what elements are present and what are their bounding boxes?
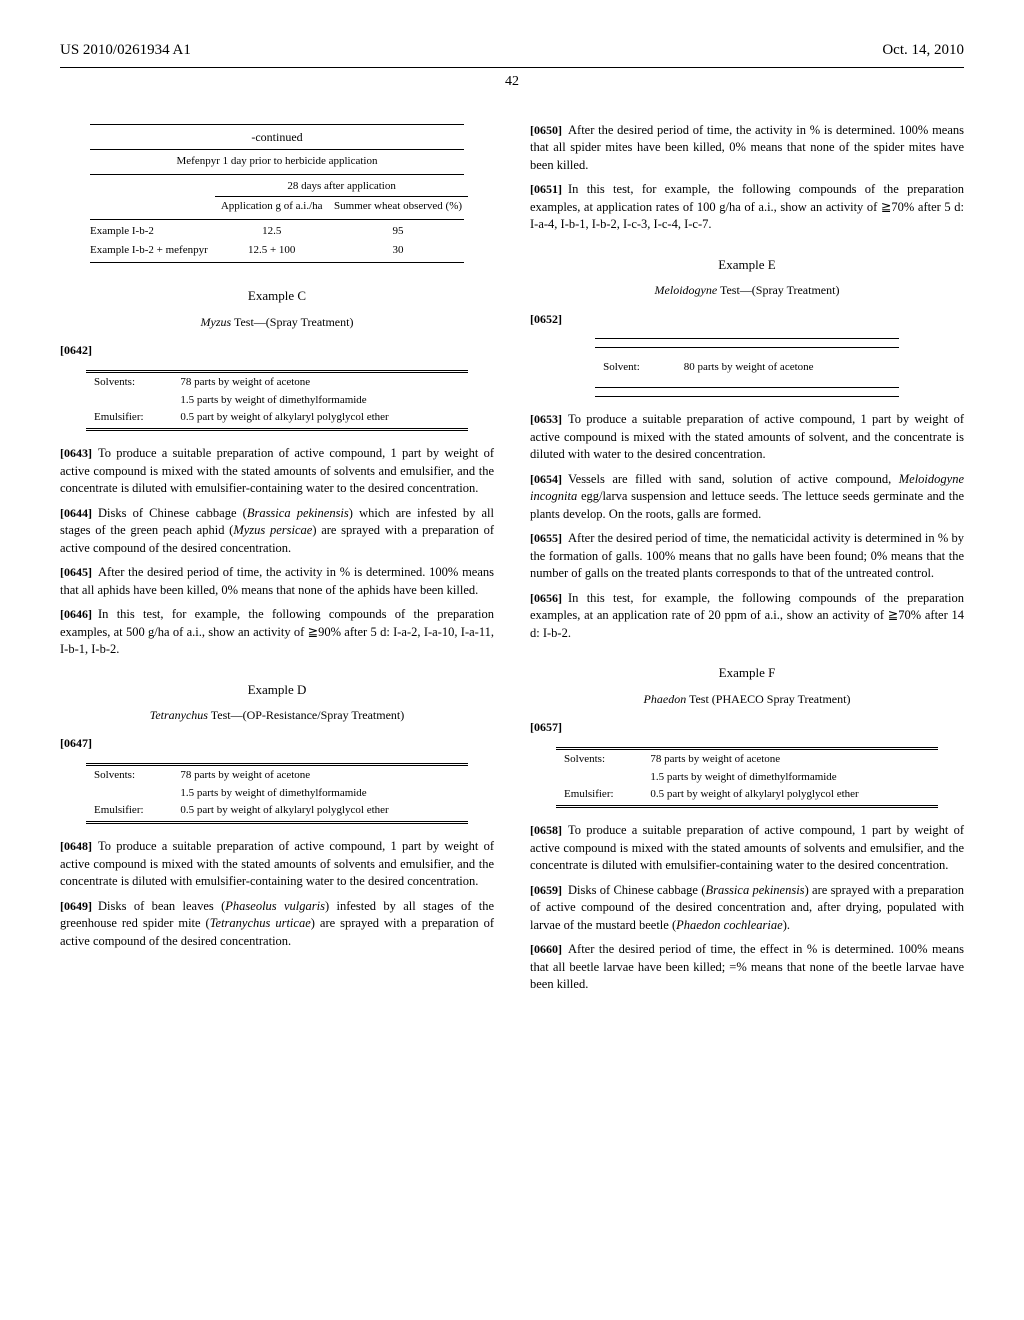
page-header: US 2010/0261934 A1 Oct. 14, 2010 bbox=[60, 40, 964, 61]
para-0650: [0650]After the desired period of time, … bbox=[530, 122, 964, 175]
para-0651: [0651]In this test, for example, the fol… bbox=[530, 181, 964, 234]
continued-table: -continued Mefenpyr 1 day prior to herbi… bbox=[86, 122, 468, 266]
ex-e-solvent-table: Solvent:80 parts by weight of acetone bbox=[595, 338, 899, 397]
para-0649: [0649]Disks of bean leaves (Phaseolus vu… bbox=[60, 898, 494, 951]
page-number: 42 bbox=[60, 72, 964, 92]
para-0645: [0645]After the desired period of time, … bbox=[60, 564, 494, 599]
para-0646: [0646]In this test, for example, the fol… bbox=[60, 606, 494, 659]
col-header-2: Summer wheat observed (%) bbox=[328, 197, 468, 217]
two-column-layout: -continued Mefenpyr 1 day prior to herbi… bbox=[60, 122, 964, 1001]
header-rule bbox=[60, 67, 964, 68]
col-group: 28 days after application bbox=[215, 177, 468, 197]
example-d-title: Example D bbox=[60, 681, 494, 699]
para-0656: [0656]In this test, for example, the fol… bbox=[530, 590, 964, 643]
example-e-subtitle: Meloidogyne Test—(Spray Treatment) bbox=[530, 282, 964, 299]
ex-d-solvents-table: Solvents:78 parts by weight of acetone 1… bbox=[86, 763, 468, 824]
para-0654: [0654]Vessels are filled with sand, solu… bbox=[530, 471, 964, 524]
example-e-title: Example E bbox=[530, 256, 964, 274]
table-row: Example I-b-2 + mefenpyr 12.5 + 100 30 bbox=[86, 241, 468, 260]
para-0652: [0652] bbox=[530, 311, 964, 329]
ex-f-solvents-table: Solvents:78 parts by weight of acetone 1… bbox=[556, 747, 938, 808]
publication-date: Oct. 14, 2010 bbox=[882, 40, 964, 61]
example-d-subtitle: Tetranychus Test—(OP-Resistance/Spray Tr… bbox=[60, 707, 494, 724]
para-0644: [0644]Disks of Chinese cabbage (Brassica… bbox=[60, 505, 494, 558]
para-0642: [0642] bbox=[60, 342, 494, 360]
para-0643: [0643]To produce a suitable preparation … bbox=[60, 445, 494, 498]
ex-c-solvents-table: Solvents:78 parts by weight of acetone 1… bbox=[86, 370, 468, 431]
para-0647: [0647] bbox=[60, 735, 494, 753]
para-0655: [0655]After the desired period of time, … bbox=[530, 530, 964, 583]
example-f-title: Example F bbox=[530, 664, 964, 682]
example-c-subtitle: Myzus Test—(Spray Treatment) bbox=[60, 314, 494, 331]
para-0659: [0659]Disks of Chinese cabbage (Brassica… bbox=[530, 882, 964, 935]
para-0660: [0660]After the desired period of time, … bbox=[530, 941, 964, 994]
para-0657: [0657] bbox=[530, 719, 964, 737]
para-0653: [0653]To produce a suitable preparation … bbox=[530, 411, 964, 464]
example-f-subtitle: Phaedon Test (PHAECO Spray Treatment) bbox=[530, 691, 964, 708]
table-title: Mefenpyr 1 day prior to herbicide applic… bbox=[86, 152, 468, 171]
para-0648: [0648]To produce a suitable preparation … bbox=[60, 838, 494, 891]
table-row: Example I-b-2 12.5 95 bbox=[86, 222, 468, 241]
example-c-title: Example C bbox=[60, 287, 494, 305]
publication-number: US 2010/0261934 A1 bbox=[60, 40, 191, 61]
left-column: -continued Mefenpyr 1 day prior to herbi… bbox=[60, 122, 494, 1001]
continued-label: -continued bbox=[86, 127, 468, 148]
col-header-1: Application g of a.i./ha bbox=[215, 197, 328, 217]
para-0658: [0658]To produce a suitable preparation … bbox=[530, 822, 964, 875]
right-column: [0650]After the desired period of time, … bbox=[530, 122, 964, 1001]
